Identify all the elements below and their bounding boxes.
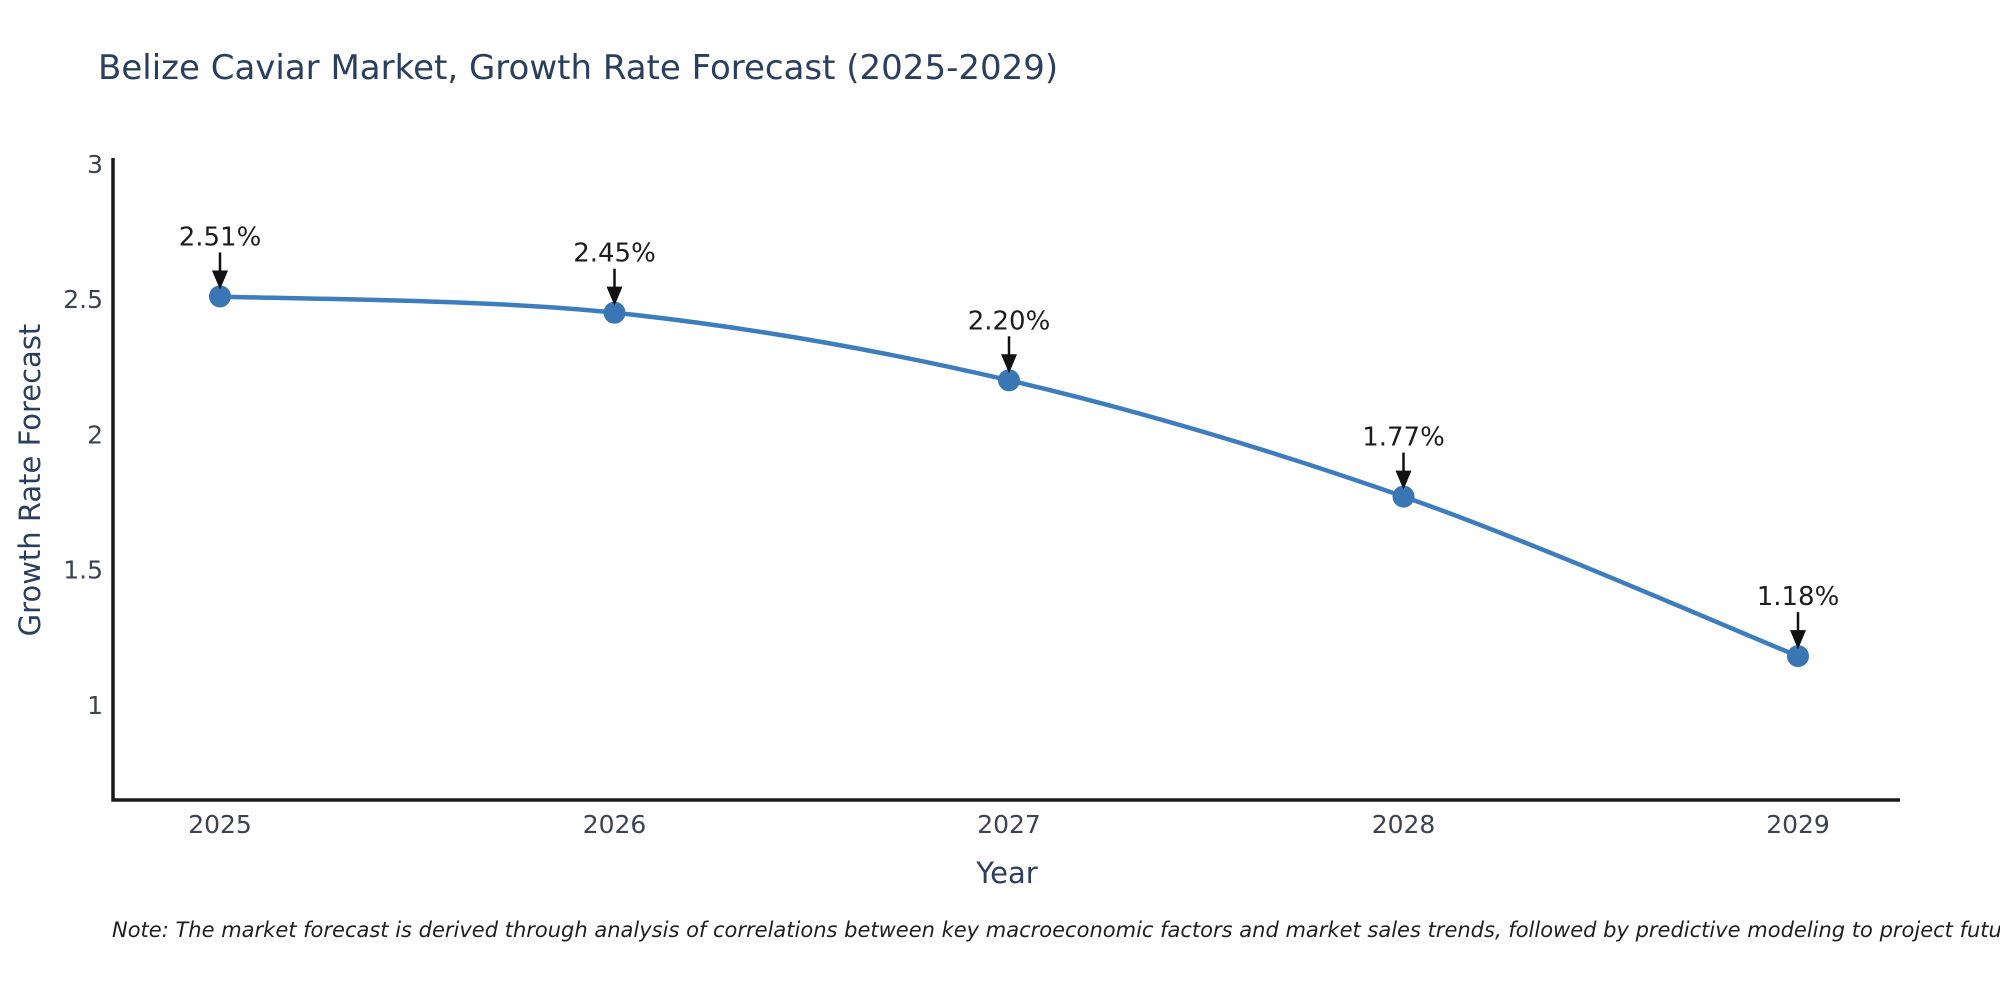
x-tick-label: 2029 — [1766, 810, 1830, 839]
y-tick-label: 2 — [87, 420, 103, 449]
axis-lines — [111, 158, 1900, 802]
annotation-label: 2.51% — [179, 222, 262, 252]
x-tick-label: 2028 — [1372, 810, 1436, 839]
y-tick-label: 1.5 — [63, 556, 103, 585]
annotation-arrowhead — [606, 286, 623, 306]
x-tick-label: 2026 — [583, 810, 647, 839]
footnote: Note: The market forecast is derived thr… — [112, 918, 2000, 942]
data-point-marker — [998, 369, 1020, 392]
data-point-marker — [1787, 645, 1809, 668]
y-tick-label: 1 — [87, 691, 103, 720]
data-point-marker — [209, 285, 231, 308]
annotation-label: 2.20% — [968, 306, 1051, 336]
data-point-marker — [603, 301, 626, 324]
annotation-arrowhead — [1790, 630, 1806, 650]
chart-title: Belize Caviar Market, Growth Rate Foreca… — [98, 48, 1059, 88]
x-axis-title: Year — [976, 856, 1038, 890]
x-tick-label: 2027 — [977, 810, 1041, 839]
y-tick-label: 3 — [87, 150, 103, 179]
annotation-arrowhead — [1001, 354, 1017, 374]
y-tick-label: 2.5 — [63, 285, 103, 314]
annotation-label: 2.45% — [573, 239, 656, 269]
annotation-arrowhead — [212, 270, 228, 290]
x-tick-label: 2025 — [188, 810, 252, 839]
annotation-arrowhead — [1395, 470, 1412, 490]
data-point-marker — [1392, 485, 1415, 508]
annotation-label: 1.18% — [1757, 582, 1840, 612]
annotation-label: 1.77% — [1362, 423, 1445, 453]
